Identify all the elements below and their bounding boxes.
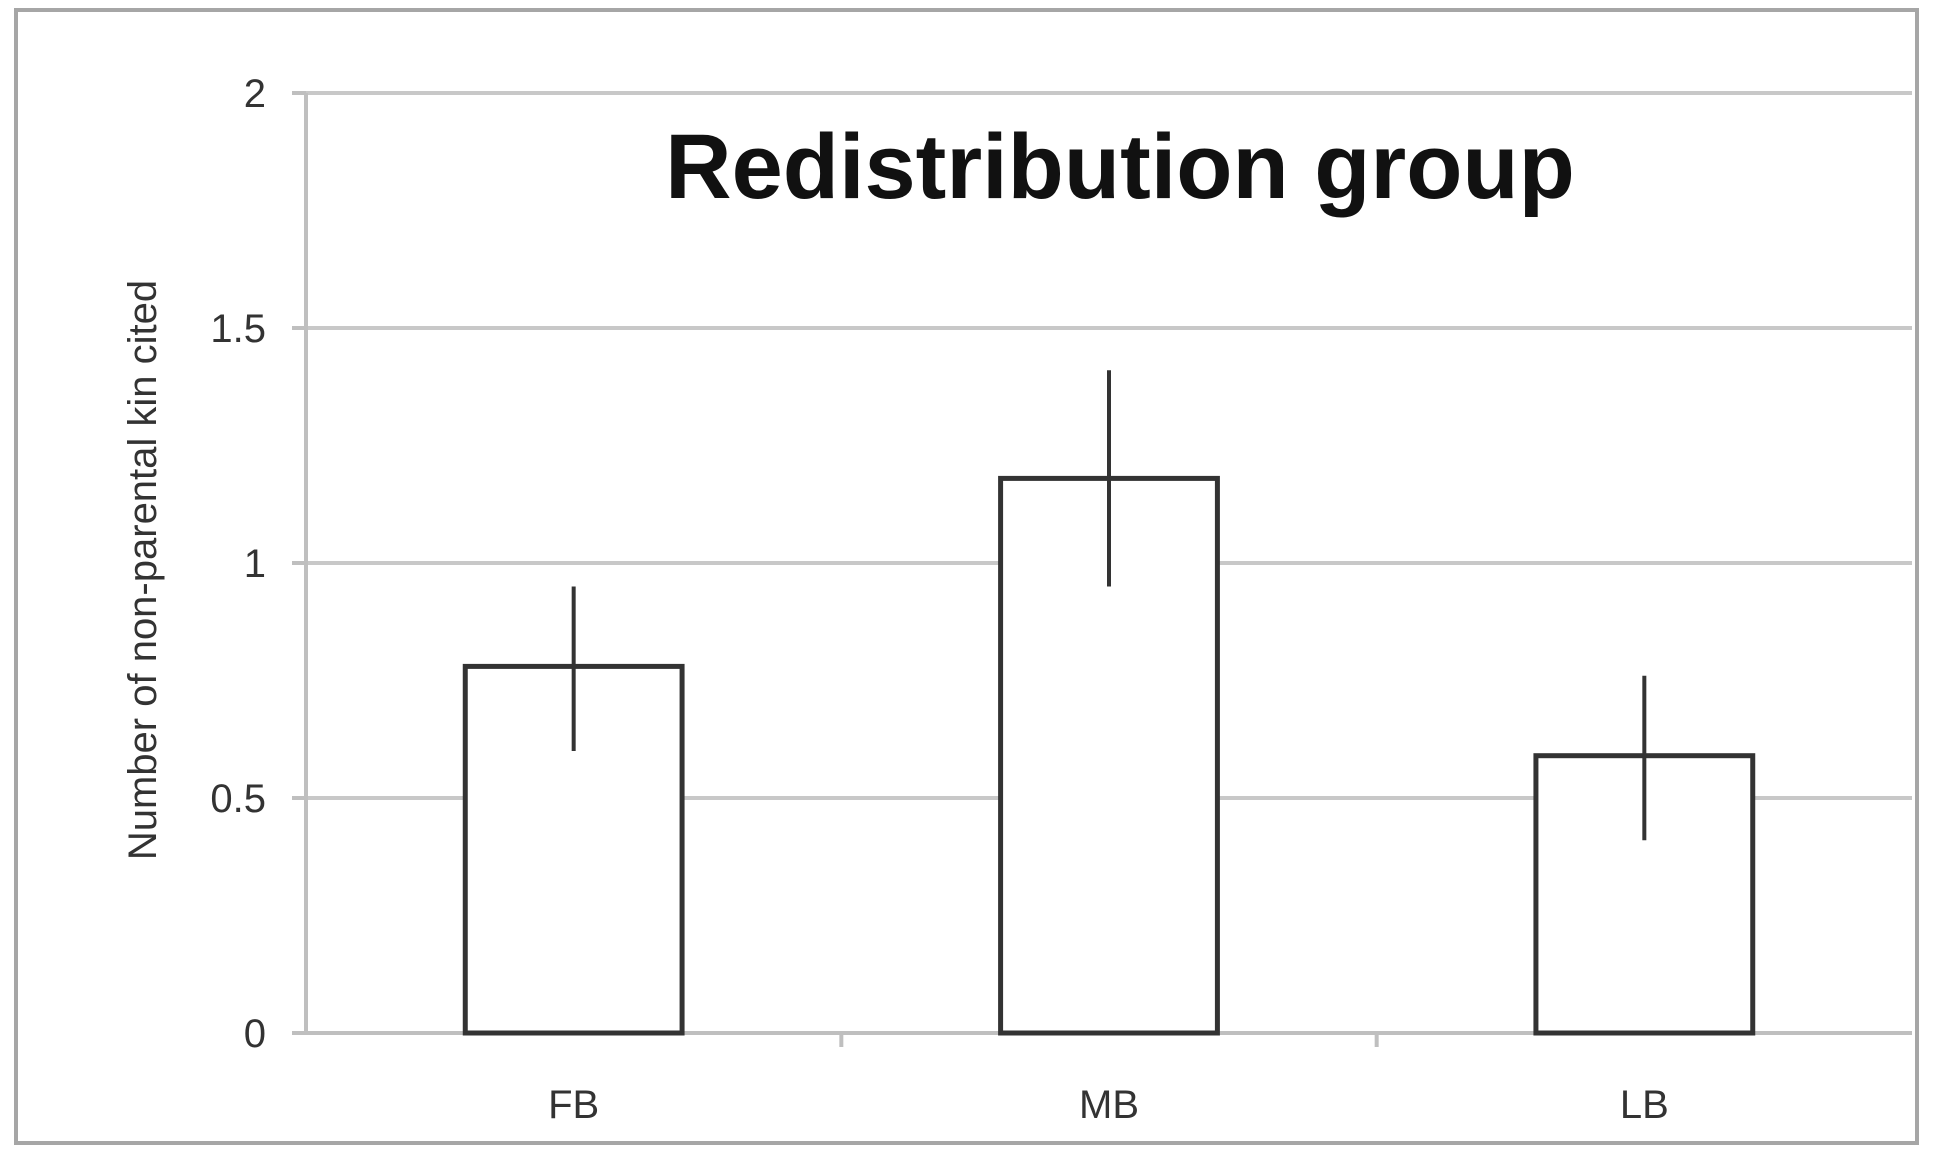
y-tick-label: 2: [244, 72, 266, 116]
y-tick-labels: 0 0.5 1 1.5 2: [210, 72, 266, 1056]
y-tick-label: 0.5: [210, 777, 266, 821]
y-axis-title: Number of non-parental kin cited: [121, 280, 165, 860]
error-bars: [571, 370, 1647, 841]
x-tick-labels: FB MB LB: [548, 1083, 1669, 1127]
x-tick-label: MB: [1079, 1083, 1139, 1127]
y-tick-label: 1.5: [210, 307, 266, 351]
x-tick-label: LB: [1620, 1083, 1669, 1127]
y-tick-label: 0: [244, 1012, 266, 1056]
y-tick-label: 1: [244, 542, 266, 586]
x-tick-label: FB: [548, 1083, 599, 1127]
chart-title: Redistribution group: [665, 116, 1575, 218]
bar-fb: [462, 663, 685, 1036]
